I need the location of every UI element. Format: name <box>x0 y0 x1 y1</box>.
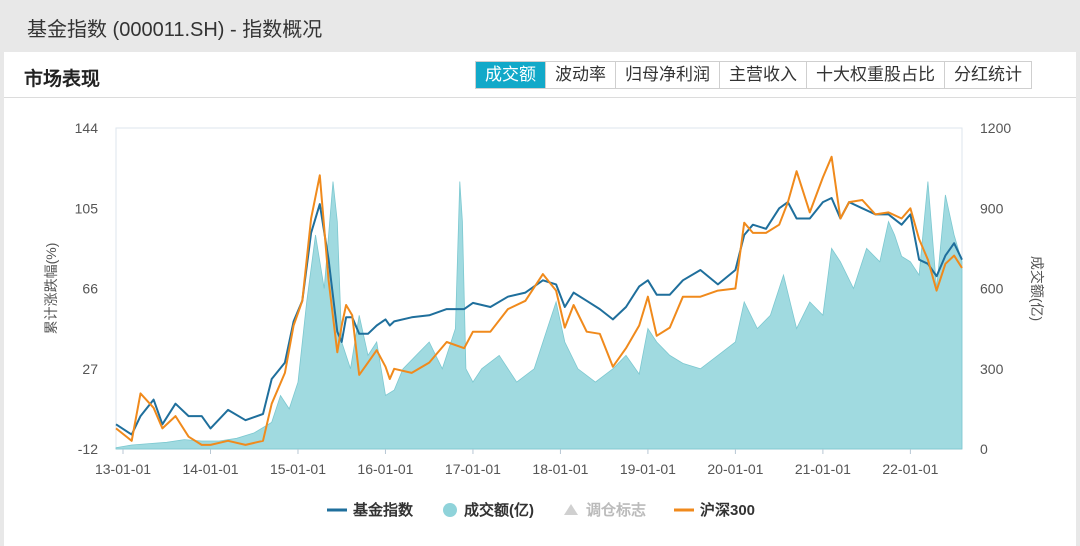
x-axis: 13-01-01 14-01-01 15-01-01 16-01-01 17-0… <box>95 449 939 477</box>
index-lines-layer <box>115 155 963 446</box>
y-right-tick: 600 <box>980 281 1004 297</box>
legend-item-rebalance[interactable]: 调仓标志 <box>564 501 646 519</box>
window-title: 基金指数 (000011.SH) - 指数概况 <box>27 19 323 41</box>
x-tick: 17-01-01 <box>445 461 501 477</box>
market-chart: 144 105 66 27 -12 1200 900 600 300 0 13-… <box>43 120 1045 519</box>
y-left-tick: -12 <box>78 441 98 457</box>
y-right-tick: 300 <box>980 361 1004 377</box>
y-right-tick: 900 <box>980 200 1004 216</box>
section-title: 市场表现 <box>24 69 101 90</box>
legend-label: 调仓标志 <box>586 501 646 519</box>
y-right-tick: 1200 <box>980 120 1011 136</box>
x-tick: 21-01-01 <box>795 461 851 477</box>
tab-dividend[interactable]: 分红统计 <box>944 62 1031 88</box>
hs300-line <box>115 155 963 446</box>
metric-tabs: 成交额 波动率 归母净利润 主营收入 十大权重股占比 分红统计 <box>475 61 1032 89</box>
left-axis: 144 105 66 27 -12 <box>75 120 99 457</box>
legend-label: 沪深300 <box>700 501 755 519</box>
tab-top10-weight[interactable]: 十大权重股占比 <box>806 62 944 88</box>
y-left-tick: 144 <box>75 120 99 136</box>
tab-volatility[interactable]: 波动率 <box>545 62 615 88</box>
x-tick: 16-01-01 <box>357 461 413 477</box>
right-axis: 1200 900 600 300 0 <box>980 120 1011 457</box>
x-tick: 19-01-01 <box>620 461 676 477</box>
y-left-tick: 27 <box>82 361 98 377</box>
legend-item-hs300[interactable]: 沪深300 <box>674 501 755 519</box>
y-right-tick: 0 <box>980 441 988 457</box>
legend-label: 成交额(亿) <box>464 501 534 519</box>
y-left-axis-title: 累计涨跌幅(%) <box>43 243 59 335</box>
x-tick: 15-01-01 <box>270 461 326 477</box>
legend-item-fund-index[interactable]: 基金指数 <box>327 501 414 519</box>
y-right-axis-title: 成交额(亿) <box>1029 256 1045 321</box>
x-tick: 14-01-01 <box>182 461 238 477</box>
triangle-icon <box>564 504 578 515</box>
panel-header: 市场表现 成交额 波动率 归母净利润 主营收入 十大权重股占比 分红统计 <box>4 52 1076 98</box>
y-left-tick: 66 <box>82 281 98 297</box>
tab-net-profit[interactable]: 归母净利润 <box>615 62 719 88</box>
turnover-area-layer <box>115 181 963 450</box>
x-tick: 13-01-01 <box>95 461 151 477</box>
legend-label: 基金指数 <box>352 501 414 519</box>
fund-index-line <box>115 197 963 436</box>
chart-legend: 基金指数 成交额(亿) 调仓标志 沪深300 <box>327 501 755 519</box>
tab-turnover[interactable]: 成交额 <box>476 62 545 88</box>
legend-dot-swatch <box>443 503 457 517</box>
y-left-tick: 105 <box>75 200 99 216</box>
tab-revenue[interactable]: 主营收入 <box>719 62 806 88</box>
x-tick: 22-01-01 <box>882 461 938 477</box>
x-tick: 18-01-01 <box>532 461 588 477</box>
market-performance-panel: 市场表现 成交额 波动率 归母净利润 主营收入 十大权重股占比 分红统计 144… <box>4 52 1076 546</box>
turnover-area <box>115 181 963 450</box>
x-tick: 20-01-01 <box>707 461 763 477</box>
window-title-bar: 基金指数 (000011.SH) - 指数概况 <box>0 0 1080 50</box>
legend-item-turnover[interactable]: 成交额(亿) <box>443 501 534 519</box>
